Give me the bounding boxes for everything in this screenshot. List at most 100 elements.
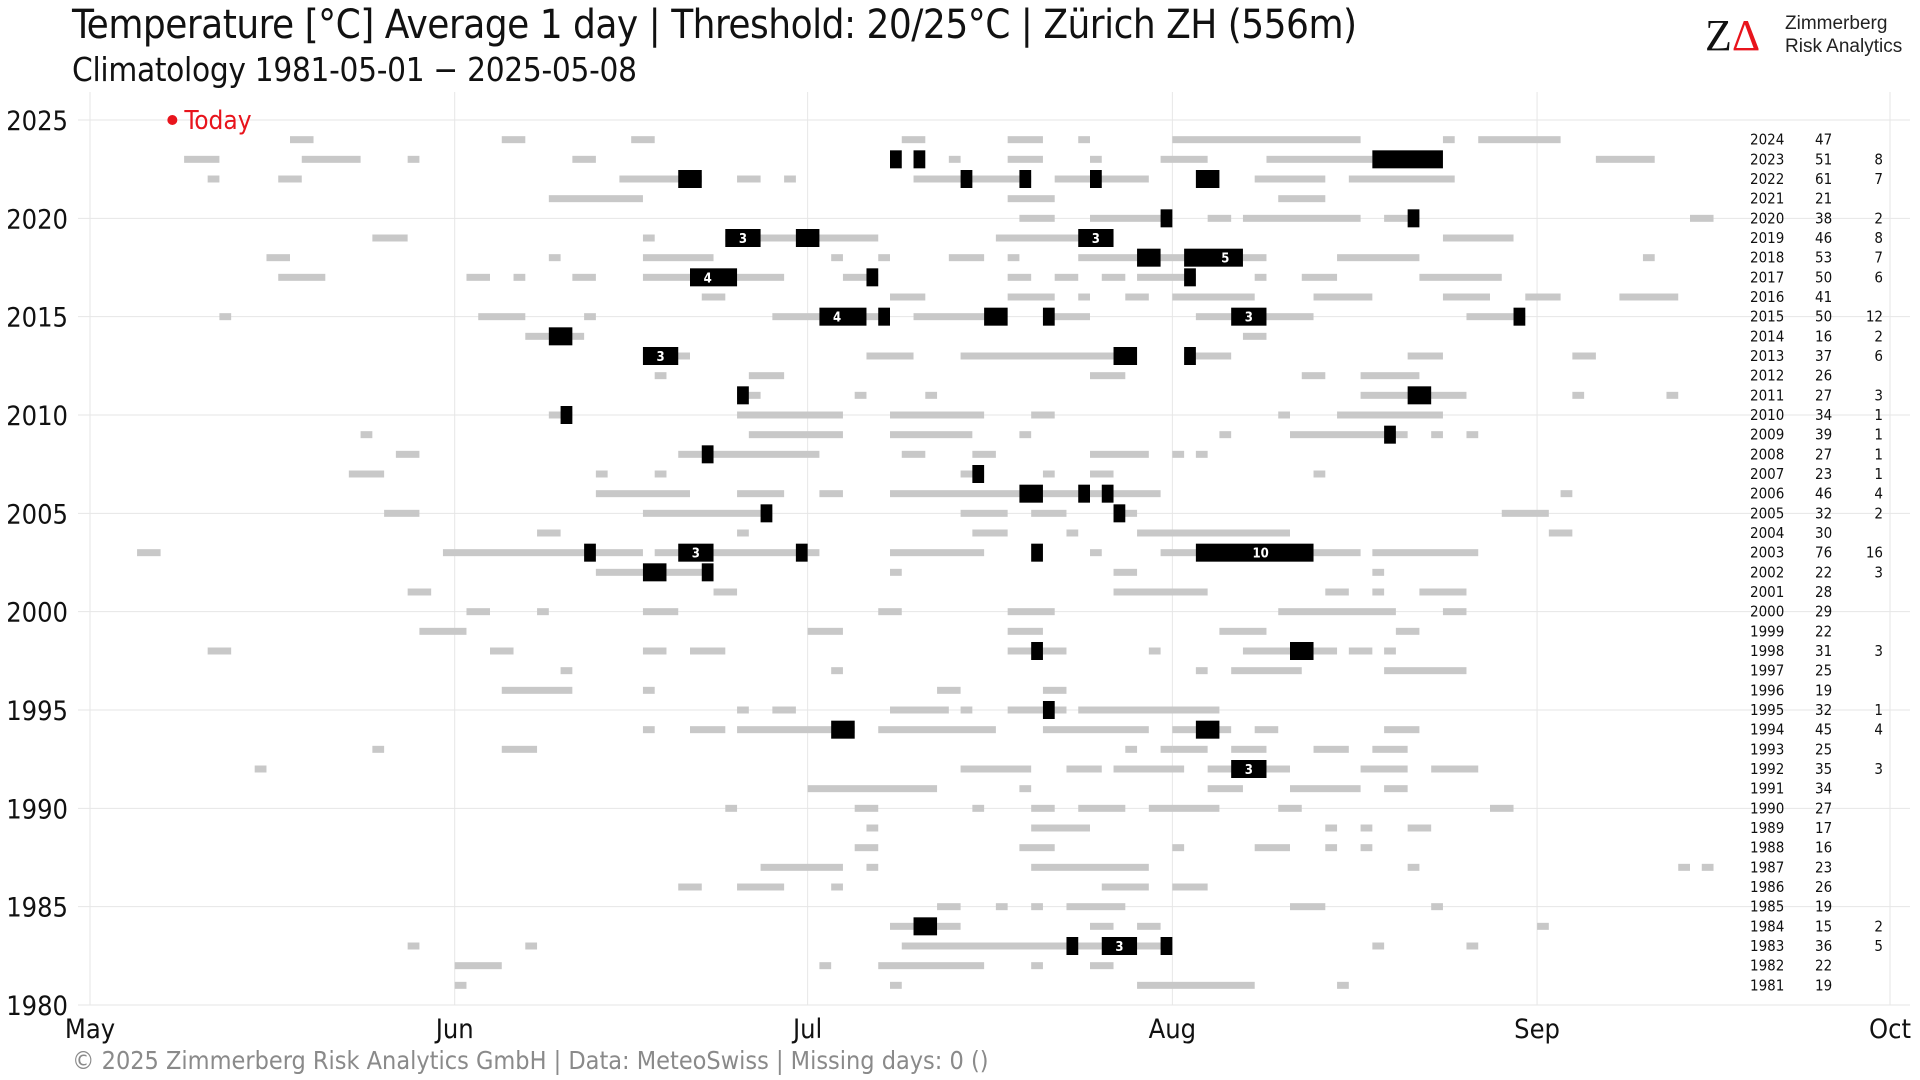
bar-above-20 — [1313, 470, 1326, 478]
bar-above-20 — [1372, 942, 1385, 950]
table-days-above-20: 17 — [1815, 819, 1832, 837]
bar-above-20 — [1207, 765, 1243, 773]
bar-above-20 — [854, 844, 879, 852]
table-days-above-20: 27 — [1815, 386, 1832, 404]
bar-above-20 — [854, 804, 879, 812]
table-year: 2005 — [1750, 504, 1784, 522]
bar-above-20 — [1031, 411, 1055, 419]
bar-above-20 — [1278, 608, 1396, 616]
table-year: 1987 — [1750, 858, 1784, 876]
bar-above-20 — [1242, 332, 1267, 340]
bar-above-20 — [737, 529, 749, 537]
bar-above-20 — [442, 549, 643, 557]
bar-above-20 — [1090, 155, 1102, 163]
bar-above-25 — [690, 268, 738, 287]
bar-above-20 — [1325, 588, 1349, 596]
run-length-label: 4 — [833, 311, 841, 326]
table-days-above-25: 2 — [1874, 504, 1883, 522]
bar-above-20 — [1619, 293, 1679, 301]
bar-above-20 — [642, 254, 714, 262]
table-year: 2006 — [1750, 485, 1784, 503]
table-year: 2020 — [1750, 209, 1784, 227]
bar-above-20 — [1466, 431, 1479, 439]
bar-above-20 — [1701, 863, 1714, 871]
bar-above-25 — [1195, 543, 1314, 562]
bar-above-20 — [1172, 293, 1255, 301]
bar-above-25 — [584, 543, 596, 562]
bar-above-20 — [901, 450, 926, 458]
bar-above-20 — [737, 411, 843, 419]
bar-above-20 — [1384, 647, 1396, 655]
bar-above-20 — [890, 431, 973, 439]
table-year: 2003 — [1750, 544, 1784, 562]
table-days-above-25: 2 — [1874, 917, 1883, 935]
bar-above-20 — [642, 726, 655, 734]
bar-above-20 — [1466, 942, 1479, 950]
bar-above-25 — [1031, 543, 1043, 562]
bar-above-20 — [1078, 136, 1090, 144]
bar-above-20 — [1666, 391, 1679, 399]
bar-above-20 — [807, 627, 843, 635]
table-days-above-20: 51 — [1815, 150, 1832, 168]
bar-above-20 — [1031, 804, 1055, 812]
bar-above-20 — [1113, 588, 1208, 596]
table-year: 2017 — [1750, 268, 1784, 286]
table-days-above-20: 21 — [1815, 190, 1832, 208]
table-days-above-25: 2 — [1874, 209, 1883, 227]
bar-above-20 — [1384, 726, 1420, 734]
bar-above-20 — [1019, 214, 1055, 222]
bar-above-20 — [501, 745, 538, 753]
bar-above-20 — [1442, 608, 1467, 616]
table-days-above-25: 7 — [1874, 249, 1883, 267]
bar-above-20 — [1007, 293, 1055, 301]
bar-above-20 — [654, 470, 667, 478]
bar-above-20 — [1254, 273, 1267, 281]
table-year: 2001 — [1750, 583, 1784, 601]
bar-above-20 — [348, 470, 385, 478]
table-year: 1991 — [1750, 780, 1784, 798]
bar-above-20 — [1442, 293, 1490, 301]
table-year: 1984 — [1750, 917, 1784, 935]
bar-above-25 — [1184, 347, 1196, 365]
bar-above-20 — [1407, 863, 1420, 871]
table-days-above-25: 1 — [1874, 445, 1883, 463]
bar-above-25 — [960, 170, 973, 188]
bar-above-25 — [795, 543, 808, 562]
bar-above-20 — [1360, 824, 1373, 832]
bar-above-20 — [1113, 568, 1138, 576]
bar-above-20 — [1137, 981, 1255, 989]
bar-above-20 — [878, 962, 890, 970]
table-days-above-20: 46 — [1815, 229, 1832, 247]
table-days-above-20: 19 — [1815, 681, 1832, 699]
table-year: 2011 — [1750, 386, 1784, 404]
bar-above-20 — [537, 529, 561, 537]
run-length-label: 3 — [1092, 232, 1100, 247]
bar-above-20 — [1419, 273, 1502, 281]
bar-above-20 — [713, 588, 738, 596]
bar-above-20 — [1172, 450, 1185, 458]
bar-above-20 — [1372, 745, 1408, 753]
bar-above-25 — [1372, 150, 1443, 169]
table-days-above-25: 3 — [1874, 386, 1883, 404]
bar-above-20 — [831, 254, 843, 262]
bar-above-20 — [854, 391, 867, 399]
bar-above-20 — [1090, 214, 1173, 222]
bar-above-25 — [1384, 425, 1396, 444]
table-days-above-25: 1 — [1874, 465, 1883, 483]
bar-above-25 — [1113, 347, 1138, 365]
bar-above-20 — [1254, 175, 1326, 183]
bar-above-20 — [890, 411, 985, 419]
bar-above-20 — [1090, 549, 1102, 557]
bar-above-20 — [1172, 745, 1208, 753]
bar-above-20 — [642, 608, 679, 616]
table-days-above-20: 38 — [1815, 209, 1832, 227]
bar-above-20 — [1042, 470, 1055, 478]
bar-above-20 — [866, 863, 879, 871]
run-length-label: 3 — [1245, 763, 1253, 778]
table-year: 1981 — [1750, 976, 1784, 994]
bar-above-25 — [913, 150, 926, 169]
table-year: 1993 — [1750, 740, 1784, 758]
table-year: 1996 — [1750, 681, 1784, 699]
bar-above-20 — [619, 175, 702, 183]
bar-above-20 — [678, 450, 820, 458]
